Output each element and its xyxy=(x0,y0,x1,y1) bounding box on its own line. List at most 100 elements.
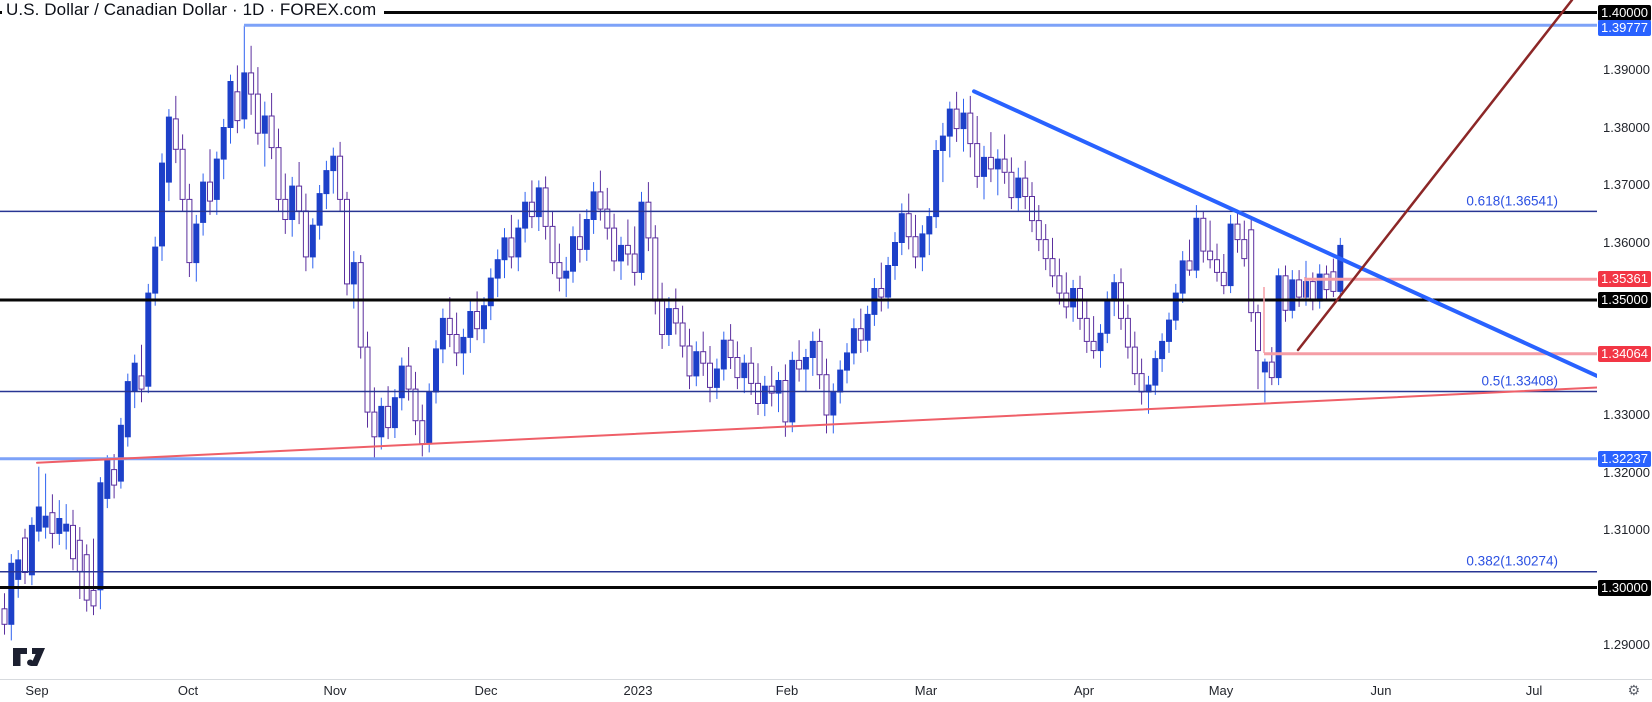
candle-body-up xyxy=(926,216,933,235)
price-tick-1.39000: 1.39000 xyxy=(1603,62,1650,77)
candle-body-down xyxy=(83,554,90,601)
candle-body-down xyxy=(1255,312,1261,352)
candle-body-up xyxy=(8,562,15,625)
candle-body-down xyxy=(679,322,686,347)
candle-body-up xyxy=(316,193,323,226)
time-label-2023: 2023 xyxy=(623,683,653,698)
price-tick-1.31000: 1.31000 xyxy=(1603,522,1650,537)
candle-body-up xyxy=(117,424,124,482)
candle-body-up xyxy=(104,459,111,499)
candle-body-up xyxy=(289,185,296,221)
candle-body-down xyxy=(282,198,289,220)
candle-body-down xyxy=(248,72,255,95)
candle-body-down xyxy=(1124,317,1131,348)
candle-body-down xyxy=(755,382,761,404)
time-label-Nov: Nov xyxy=(323,683,347,698)
price-tick-1.32000: 1.32000 xyxy=(1603,464,1650,480)
candle-body-up xyxy=(994,158,1001,170)
trendline-steep-rising-maroon[interactable] xyxy=(1296,0,1574,352)
candle-body-down xyxy=(275,147,282,200)
candle-body-down xyxy=(302,210,309,258)
candle-body-down xyxy=(138,375,145,390)
candle-body-down xyxy=(1268,361,1275,379)
time-axis[interactable]: ⚙ Sep Oct Nov Dec 2023 Feb Mar Apr May Jun Jul xyxy=(0,680,1652,702)
candle-body-up xyxy=(323,170,330,195)
candle-body-up xyxy=(809,340,816,358)
candle-body-down xyxy=(707,362,713,388)
candle-body-down xyxy=(419,420,426,445)
candle-body-up xyxy=(35,506,42,532)
candle-body-up xyxy=(1097,332,1104,352)
candle-body-down xyxy=(90,589,97,607)
candle-body-up xyxy=(590,191,597,220)
candle-body-up xyxy=(481,305,487,330)
candle-body-up xyxy=(56,518,63,534)
candle-body-up xyxy=(200,181,207,223)
gear-icon[interactable]: ⚙ xyxy=(1627,682,1640,698)
candle-body-up xyxy=(1070,288,1077,308)
candle-body-up xyxy=(1337,244,1344,292)
candle-body-up xyxy=(378,405,385,438)
price-badge-1.34064: 1.34064 xyxy=(1598,345,1651,362)
candle-body-down xyxy=(364,346,371,413)
time-label-Dec: Dec xyxy=(474,683,498,698)
candlestick-chart[interactable]: 0.618(1.36541) 0.5(1.33408) 0.382(1.30274) xyxy=(0,0,1597,679)
candle-body-down xyxy=(604,208,611,229)
candle-body-down xyxy=(1207,250,1214,261)
candle-body-down xyxy=(1029,196,1035,222)
price-tick-1.36000: 1.36000 xyxy=(1603,234,1650,250)
candle-body-up xyxy=(837,369,844,393)
candle-body-up xyxy=(220,127,227,160)
candle-body-down xyxy=(1,608,8,625)
candle-body-up xyxy=(885,265,892,298)
candle-body-down xyxy=(22,537,28,573)
time-label-Mar: Mar xyxy=(914,683,938,698)
candle-body-down xyxy=(111,469,118,486)
tradingview-logo-icon[interactable] xyxy=(11,645,47,669)
candle-body-down xyxy=(357,262,364,348)
candle-body-down xyxy=(207,181,213,202)
candle-body-up xyxy=(618,244,624,262)
candle-body-down xyxy=(1214,259,1220,273)
candle-body-down xyxy=(576,236,583,250)
candle-body-down xyxy=(1138,373,1145,393)
candle-body-down xyxy=(1035,220,1042,241)
trendline-rising-support[interactable] xyxy=(36,386,1597,464)
candle-body-down xyxy=(1131,346,1138,375)
candle-body-down xyxy=(1090,340,1097,352)
candle-body-down xyxy=(987,156,994,170)
candle-body-up xyxy=(124,381,131,438)
candle-body-down xyxy=(385,405,392,429)
candle-body-up xyxy=(775,380,782,394)
price-axis[interactable]: 1.39000 1.38000 1.37000 1.36000 1.33000 1.320… xyxy=(1597,0,1652,679)
candle-body-down xyxy=(268,115,275,149)
candle-body-down xyxy=(727,339,734,359)
price-tick-1.29000: 1.29000 xyxy=(1603,637,1650,652)
candle-body-down xyxy=(857,328,864,341)
candle-body-down xyxy=(1083,317,1090,342)
candle-body-down xyxy=(953,108,960,130)
chart-plot-area[interactable]: 0.618(1.36541) 0.5(1.33408) 0.382(1.30274) xyxy=(0,0,1597,679)
price-badge-1.30000: 1.30000 xyxy=(1598,579,1651,596)
candle-body-down xyxy=(1234,223,1241,241)
fib-label-0.5: 0.5(1.33408) xyxy=(1481,374,1558,389)
candle-body-up xyxy=(350,262,357,285)
candle-body-up xyxy=(433,348,439,393)
candle-body-down xyxy=(1077,288,1083,319)
candle-body-down xyxy=(1241,239,1248,260)
candle-body-up xyxy=(844,352,850,371)
candle-body-up xyxy=(1261,361,1268,373)
candle-body-down xyxy=(296,185,303,212)
symbol-title[interactable]: U.S. Dollar / Canadian Dollar · 1D · FOR… xyxy=(2,0,385,22)
candle-body-up xyxy=(892,242,898,266)
candle-body-up xyxy=(97,482,104,591)
candle-body-up xyxy=(850,328,857,354)
candle-body-up xyxy=(570,236,576,272)
candle-body-up xyxy=(563,270,570,279)
time-label-Jun: Jun xyxy=(1370,683,1392,698)
candle-body-up xyxy=(741,362,748,379)
candle-body-down xyxy=(1049,258,1056,277)
trendline-descending-resistance[interactable] xyxy=(972,89,1597,378)
candle-body-down xyxy=(344,198,350,285)
